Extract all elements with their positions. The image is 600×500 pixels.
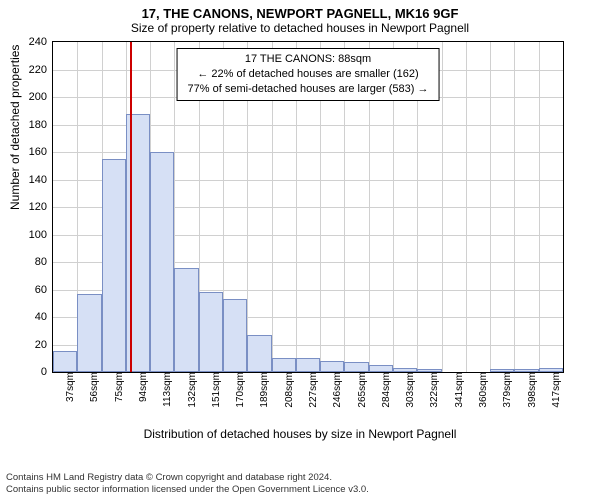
footer-licence: Contains public sector information licen…	[6, 484, 369, 496]
x-tick-label: 37sqm	[61, 372, 76, 402]
y-tick-label: 220	[29, 64, 53, 76]
gridline-v	[442, 42, 443, 372]
x-tick-label: 265sqm	[353, 372, 368, 408]
footer: Contains HM Land Registry data © Crown c…	[6, 472, 369, 496]
x-tick-label: 208sqm	[280, 372, 295, 408]
y-tick-label: 100	[29, 229, 53, 241]
gridline-v	[539, 42, 540, 372]
histogram-bar	[174, 268, 198, 373]
y-tick-label: 20	[35, 339, 53, 351]
histogram-bar	[223, 299, 247, 372]
y-tick-label: 80	[35, 256, 53, 268]
x-tick-label: 151sqm	[207, 372, 222, 408]
histogram-bar	[272, 358, 296, 372]
histogram-bar	[53, 351, 77, 372]
info-line-larger: 77% of semi-detached houses are larger (…	[188, 82, 429, 97]
y-axis-label: Number of detached properties	[8, 45, 22, 210]
y-tick-label: 240	[29, 36, 53, 48]
histogram-plot: 17 THE CANONS: 88sqm ← 22% of detached h…	[52, 41, 564, 373]
x-tick-label: 246sqm	[328, 372, 343, 408]
info-box: 17 THE CANONS: 88sqm ← 22% of detached h…	[177, 48, 440, 101]
histogram-bar	[320, 361, 344, 372]
x-tick-label: 322sqm	[425, 372, 440, 408]
histogram-bar	[417, 369, 441, 372]
histogram-bar	[102, 159, 126, 372]
x-tick-label: 113sqm	[158, 372, 173, 407]
x-tick-label: 56sqm	[85, 372, 100, 402]
info-line-smaller: ← 22% of detached houses are smaller (16…	[188, 67, 429, 82]
chart-title: 17, THE CANONS, NEWPORT PAGNELL, MK16 9G…	[0, 0, 600, 21]
y-tick-label: 40	[35, 311, 53, 323]
x-axis-label: Distribution of detached houses by size …	[0, 427, 600, 441]
x-tick-label: 379sqm	[498, 372, 513, 408]
x-tick-label: 170sqm	[231, 372, 246, 408]
x-tick-label: 341sqm	[450, 372, 465, 408]
histogram-bar	[77, 294, 101, 372]
reference-line	[130, 42, 132, 372]
y-tick-label: 160	[29, 146, 53, 158]
chart-subtitle: Size of property relative to detached ho…	[0, 21, 600, 37]
histogram-bar	[150, 152, 174, 372]
y-tick-label: 180	[29, 119, 53, 131]
histogram-bar	[344, 362, 368, 372]
x-tick-label: 303sqm	[401, 372, 416, 408]
x-tick-label: 94sqm	[134, 372, 149, 402]
x-tick-label: 75sqm	[110, 372, 125, 402]
x-tick-label: 284sqm	[377, 372, 392, 408]
x-tick-label: 132sqm	[183, 372, 198, 408]
histogram-bar	[393, 368, 417, 372]
y-tick-label: 120	[29, 201, 53, 213]
histogram-bar	[490, 369, 514, 372]
histogram-bar	[369, 365, 393, 372]
x-tick-label: 227sqm	[304, 372, 319, 408]
x-tick-label: 189sqm	[255, 372, 270, 408]
histogram-bar	[247, 335, 271, 372]
y-tick-label: 60	[35, 284, 53, 296]
footer-copyright: Contains HM Land Registry data © Crown c…	[6, 472, 369, 484]
y-tick-label: 140	[29, 174, 53, 186]
y-tick-label: 200	[29, 91, 53, 103]
gridline-v	[466, 42, 467, 372]
gridline-v	[514, 42, 515, 372]
y-tick-label: 0	[41, 366, 53, 378]
info-line-property: 17 THE CANONS: 88sqm	[188, 52, 429, 67]
histogram-bar	[514, 369, 538, 372]
gridline-v	[490, 42, 491, 372]
histogram-bar	[539, 368, 563, 372]
x-tick-label: 417sqm	[547, 372, 562, 408]
histogram-bar	[296, 358, 320, 372]
histogram-bar	[199, 292, 223, 372]
x-tick-label: 398sqm	[523, 372, 538, 408]
x-tick-label: 360sqm	[474, 372, 489, 408]
